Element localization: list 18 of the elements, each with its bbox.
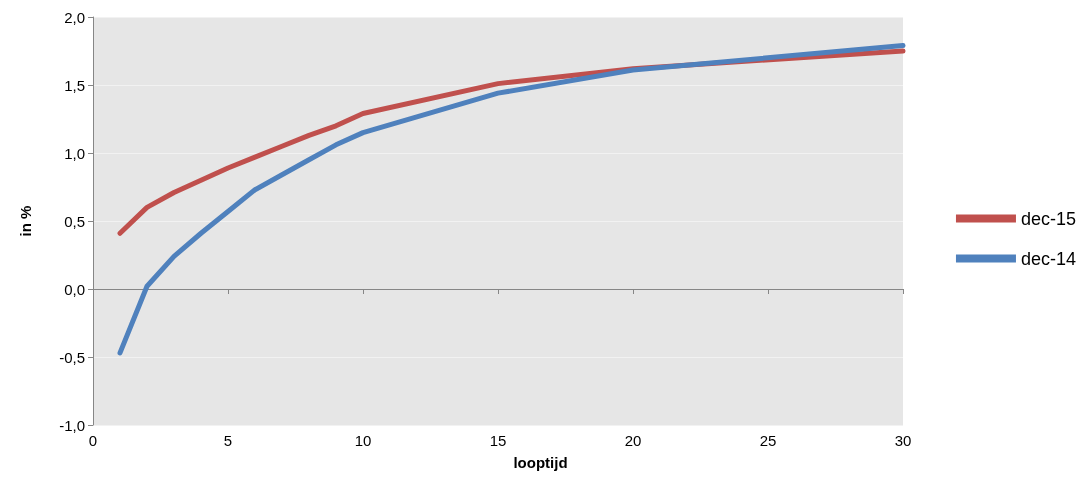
y-tick-label: 0,5 — [64, 212, 85, 230]
x-tick-label: 15 — [489, 432, 507, 449]
y-tick-label: -1,0 — [59, 416, 85, 434]
y-tick-label: 1,5 — [64, 76, 85, 94]
y-tick-label: 2,0 — [64, 8, 85, 26]
x-tick-label: 25 — [759, 432, 777, 449]
x-tick-label: 20 — [624, 432, 642, 449]
legend-label: dec-14 — [1020, 248, 1077, 269]
y-axis-title: in % — [17, 205, 34, 237]
legend-label: dec-15 — [1020, 208, 1077, 229]
y-tick-label: -0,5 — [59, 348, 85, 366]
x-tick-label: 10 — [354, 432, 372, 449]
x-tick-label: 0 — [88, 432, 98, 449]
x-tick-label: 30 — [894, 432, 912, 449]
x-axis-title: looptijd — [513, 454, 568, 471]
x-tick-label: 5 — [223, 432, 233, 449]
y-tick-label: 0,0 — [64, 280, 85, 298]
y-tick-label: 1,0 — [64, 144, 85, 162]
